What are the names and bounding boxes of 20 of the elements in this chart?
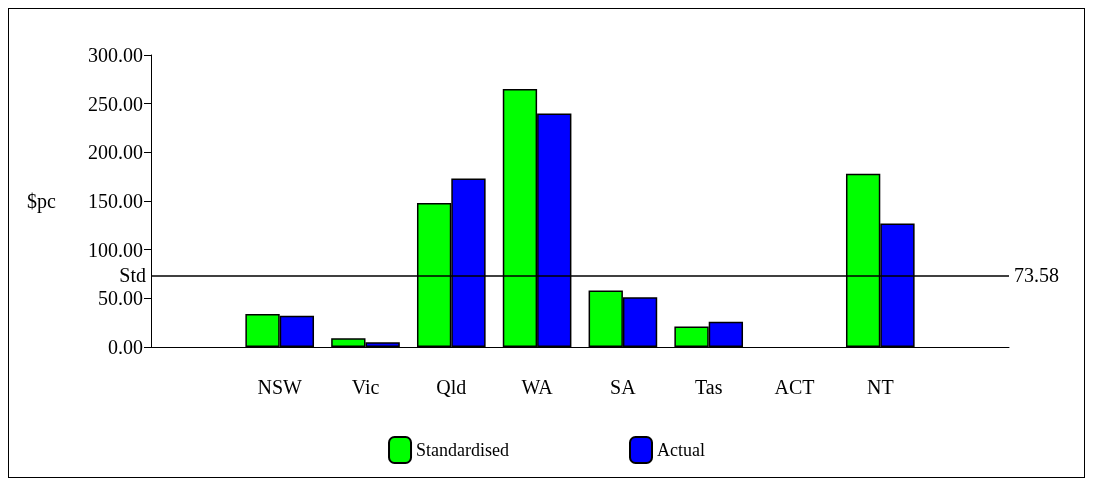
text: Std [119,264,146,287]
y-axis-title: $pc [27,190,57,213]
legend-label: Actual [657,440,705,460]
x-tick-label: ACT [774,376,815,398]
x-tick-label: SA [610,376,637,398]
x-tick-label: NSW [257,376,303,398]
ref-line-label: 73.58 [1014,264,1059,287]
y-tick-label: 250.00 [88,92,143,115]
y-tick-label: 200.00 [88,141,143,164]
x-tick-label: Qld [436,376,467,398]
x-tick-label: Vic [351,376,380,398]
x-tick-label: NT [866,376,894,398]
legend-label: Standardised [416,440,509,460]
y-tick-label: 0.00 [108,336,143,358]
y-tick-label: 300.00 [88,44,143,66]
y-tick-label: 150.00 [88,190,143,212]
y-tick-label: 100.00 [88,238,143,261]
x-tick-label: Tas [694,376,723,398]
y-tick-label: 50.00 [98,287,143,310]
x-tick-label: WA [521,376,554,398]
